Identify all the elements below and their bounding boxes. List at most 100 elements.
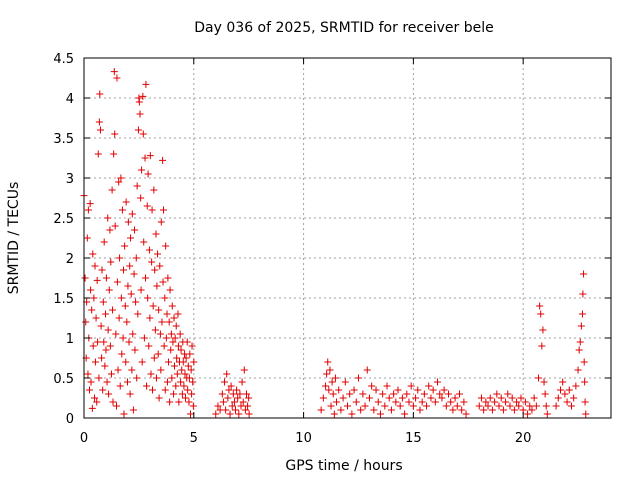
data-point — [521, 398, 529, 406]
data-point — [543, 410, 551, 418]
data-point — [222, 406, 230, 414]
data-point — [235, 410, 243, 418]
data-point — [159, 278, 167, 286]
data-point — [537, 310, 545, 318]
data-point — [127, 290, 135, 298]
data-point — [331, 374, 339, 382]
data-point — [530, 394, 538, 402]
data-point — [506, 402, 514, 410]
data-point — [91, 262, 99, 270]
data-point — [462, 410, 470, 418]
data-point — [150, 186, 158, 194]
x-tick-label: 10 — [295, 431, 312, 446]
data-point — [174, 310, 182, 318]
data-point — [582, 410, 590, 418]
data-point — [517, 394, 525, 402]
data-point — [133, 374, 141, 382]
data-point — [223, 370, 231, 378]
data-point — [372, 386, 380, 394]
data-point — [159, 156, 167, 164]
data-point — [381, 402, 389, 410]
data-point — [113, 74, 121, 82]
data-point — [368, 382, 376, 390]
data-point — [151, 266, 159, 274]
data-point — [168, 302, 176, 310]
data-point — [183, 338, 191, 346]
data-point — [429, 386, 437, 394]
data-point — [143, 382, 151, 390]
data-point — [138, 358, 146, 366]
data-point — [178, 366, 186, 374]
data-point — [132, 298, 140, 306]
data-point — [148, 206, 156, 214]
data-point — [237, 402, 245, 410]
data-point — [148, 258, 156, 266]
data-point — [576, 338, 584, 346]
data-point — [344, 402, 351, 410]
data-point — [116, 382, 124, 390]
data-point — [581, 398, 589, 406]
data-point — [491, 398, 499, 406]
data-point — [98, 266, 106, 274]
data-point — [436, 390, 444, 398]
y-tick-label: 2.5 — [53, 212, 74, 227]
data-point — [425, 382, 433, 390]
data-point — [172, 382, 180, 390]
data-point — [141, 274, 149, 282]
data-point — [396, 402, 404, 410]
data-point — [162, 242, 170, 250]
data-point — [95, 118, 103, 126]
data-point — [229, 390, 237, 398]
data-point — [145, 246, 153, 254]
data-point — [131, 226, 139, 234]
data-point — [126, 390, 134, 398]
data-point — [107, 258, 115, 266]
data-point — [565, 386, 573, 394]
data-point — [385, 394, 393, 402]
data-point — [123, 378, 131, 386]
data-point — [126, 262, 134, 270]
data-point — [175, 398, 183, 406]
data-point — [128, 210, 136, 218]
data-point — [335, 386, 343, 394]
data-point — [225, 386, 233, 394]
data-point — [110, 68, 118, 76]
data-point — [152, 374, 160, 382]
data-point — [570, 394, 578, 402]
data-point — [87, 378, 95, 386]
data-point — [166, 398, 174, 406]
data-point — [170, 314, 178, 322]
data-point — [125, 338, 133, 346]
data-point — [182, 354, 190, 362]
data-point — [244, 402, 252, 410]
data-point — [513, 398, 521, 406]
data-point — [98, 354, 106, 362]
data-point — [165, 318, 173, 326]
data-point — [330, 410, 338, 418]
data-point — [150, 354, 158, 362]
data-points — [80, 68, 590, 418]
data-point — [370, 406, 378, 414]
data-point — [169, 338, 177, 346]
data-point — [113, 278, 121, 286]
axis-ticks — [83, 57, 611, 419]
data-point — [132, 254, 140, 262]
data-point — [111, 130, 119, 138]
data-point — [442, 402, 450, 410]
data-point — [535, 374, 543, 382]
data-point — [484, 402, 492, 410]
data-point — [323, 370, 331, 378]
data-point — [434, 378, 442, 386]
data-point — [387, 406, 395, 414]
data-point — [242, 390, 250, 398]
data-point — [83, 234, 91, 242]
data-point — [99, 298, 107, 306]
y-tick-label: 4 — [66, 92, 74, 107]
data-point — [346, 390, 354, 398]
data-point — [138, 166, 146, 174]
data-point — [431, 398, 439, 406]
data-point — [161, 386, 169, 394]
data-point — [440, 386, 448, 394]
data-point — [97, 322, 105, 330]
